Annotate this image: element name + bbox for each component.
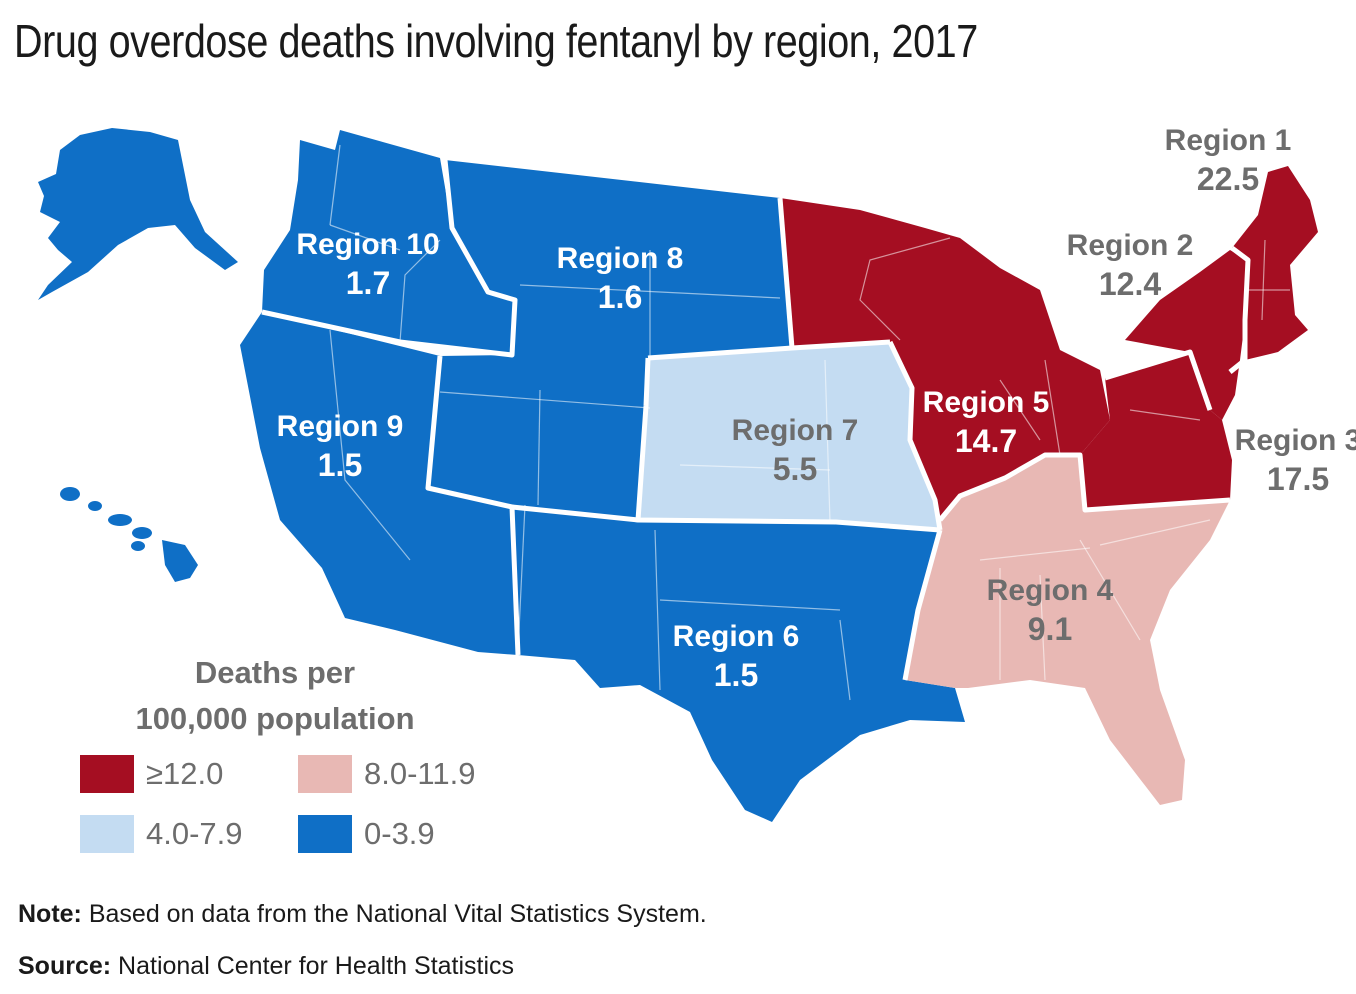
region-borders: [261, 159, 1251, 681]
region-shapes: [38, 128, 1318, 822]
region-8-value-label: 1.6: [598, 279, 642, 315]
region-7-value-label: 5.5: [773, 451, 817, 487]
state-lines: [261, 144, 1290, 701]
region-2-name-label: Region 2: [1067, 229, 1194, 262]
region-2-value-label: 12.4: [1099, 266, 1161, 302]
region-10-value-label: 1.7: [346, 265, 390, 301]
region-2-shape: [1125, 250, 1248, 420]
legend-title-line1: Deaths per: [194, 655, 356, 690]
source-label: Source:: [18, 952, 112, 980]
legend-label-mid-low: 4.0-7.9: [146, 816, 243, 851]
region-8-name-label: Region 8: [557, 242, 684, 275]
region-3-name-label: Region 3: [1235, 424, 1356, 457]
region-3-value-label: 17.5: [1267, 461, 1329, 497]
region-10-name-label: Region 10: [296, 228, 439, 261]
legend-item-mid-low: 4.0-7.9: [80, 815, 243, 853]
legend-swatch-mid-high: [298, 755, 352, 793]
note-text: Based on data from the National Vital St…: [81, 900, 707, 928]
legend-item-low: 0-3.9: [298, 815, 435, 853]
alaska-shape: [38, 128, 238, 300]
region-6-name-label: Region 6: [673, 620, 800, 653]
region-7-name-label: Region 7: [732, 414, 859, 447]
region-6-shape: [512, 507, 965, 822]
legend-label-low: 0-3.9: [364, 816, 435, 851]
legend-label-high: ≥12.0: [146, 756, 224, 791]
source-line: Source: National Center for Health Stati…: [18, 952, 514, 981]
legend-item-mid-high: 8.0-11.9: [298, 755, 475, 793]
legend-item-high: ≥12.0: [80, 755, 223, 793]
region-4-value-label: 9.1: [1028, 611, 1072, 647]
region-9-name-label: Region 9: [277, 410, 404, 443]
region-6-value-label: 1.5: [714, 657, 758, 693]
region-7-shape: [638, 342, 940, 530]
region-3-shape: [1080, 352, 1232, 510]
region-9-shape: [240, 312, 518, 655]
region-4-shape: [905, 455, 1230, 805]
region-5-name-label: Region 5: [923, 386, 1050, 419]
region-1-name-label: Region 1: [1165, 124, 1292, 157]
legend-swatch-mid-low: [80, 815, 134, 853]
legend-label-mid-high: 8.0-11.9: [364, 756, 476, 791]
region-9-value-label: 1.5: [318, 447, 362, 483]
note-line: Note: Based on data from the National Vi…: [18, 900, 707, 929]
legend-swatch-low: [298, 815, 352, 853]
region-8-shape: [428, 160, 792, 520]
legend-title-line2: 100,000 population: [135, 701, 415, 736]
region-1-shape: [1232, 166, 1318, 360]
hawaii-shape: [60, 487, 198, 582]
region-1-value-label: 22.5: [1197, 161, 1259, 197]
map-title: Drug overdose deaths involving fentanyl …: [14, 15, 978, 67]
region-10-shape: [262, 130, 515, 355]
region-4-name-label: Region 4: [987, 574, 1114, 607]
source-text: National Center for Health Statistics: [111, 952, 515, 980]
note-label: Note:: [18, 900, 82, 928]
region-5-shape: [780, 198, 1110, 520]
legend-swatch-high: [80, 755, 134, 793]
legend-title: Deaths per 100,000 population: [110, 650, 440, 742]
region-5-value-label: 14.7: [955, 423, 1017, 459]
